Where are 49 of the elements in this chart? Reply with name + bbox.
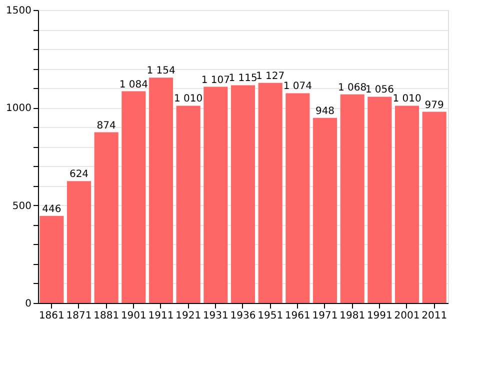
- bar: [204, 86, 228, 303]
- data-label: 1 068: [338, 82, 367, 94]
- x-tick-label: 2001: [394, 310, 420, 322]
- x-tick-label: 2011: [422, 310, 448, 322]
- y-tick-label: 500: [12, 200, 32, 212]
- data-label: 1 154: [146, 66, 176, 77]
- x-tick-label: 1936: [230, 310, 256, 322]
- bar: [368, 96, 392, 303]
- x-tick-label: 1991: [366, 310, 392, 322]
- x-tick-label: 1951: [258, 310, 284, 322]
- bar: [340, 94, 364, 303]
- x-tick-label: 1861: [38, 310, 64, 322]
- data-label: 1 074: [283, 81, 312, 92]
- bar: [176, 106, 200, 303]
- x-tick-label: 1981: [340, 310, 366, 322]
- data-label: 979: [424, 100, 444, 111]
- data-label: 1 056: [365, 84, 394, 96]
- y-tick-label: 1000: [6, 103, 32, 114]
- x-tick-label: 1881: [94, 310, 120, 322]
- data-label: 1 084: [119, 79, 148, 90]
- data-label: 446: [42, 204, 62, 215]
- x-tick-label: 1961: [284, 310, 310, 322]
- data-label: 1 115: [228, 73, 258, 84]
- bar: [94, 132, 118, 303]
- x-tick-label: 1901: [120, 310, 146, 322]
- bar: [230, 85, 256, 303]
- bar: [258, 82, 282, 303]
- x-tick-label: 1971: [312, 310, 338, 322]
- data-label: 1 107: [201, 74, 230, 86]
- x-tick-label: 1931: [202, 310, 228, 322]
- data-label: 948: [315, 106, 335, 117]
- bar: [40, 216, 64, 303]
- data-label: 1 010: [392, 94, 422, 105]
- bar: [122, 91, 146, 303]
- bar: [66, 181, 92, 303]
- data-label: 624: [69, 169, 89, 180]
- bar: [286, 93, 310, 303]
- data-label: 874: [96, 120, 116, 132]
- bar: [422, 112, 446, 303]
- bar: [394, 106, 420, 303]
- y-tick-label: 1500: [6, 6, 32, 16]
- x-tick-label: 1921: [176, 310, 202, 322]
- x-tick-label: 1911: [148, 310, 174, 322]
- x-tick-label: 1871: [66, 310, 92, 322]
- bar: [312, 118, 338, 303]
- data-label: 1 127: [256, 70, 285, 82]
- data-label: 1 010: [174, 94, 203, 105]
- bar: [148, 78, 174, 303]
- y-tick-label: 0: [25, 298, 32, 310]
